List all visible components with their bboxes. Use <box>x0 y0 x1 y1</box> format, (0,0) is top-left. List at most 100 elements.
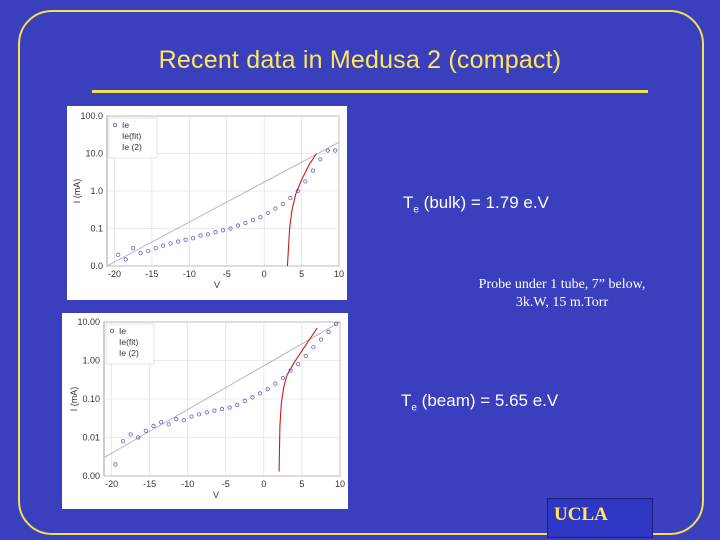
data-point-ie <box>250 395 255 400</box>
legend-marker <box>113 122 118 127</box>
te-bulk-text: (bulk) = 1.79 e.V <box>418 193 549 212</box>
te-beam-subscript: e <box>411 402 417 414</box>
te-beam-symbol: T <box>401 391 412 410</box>
y-axis-label: I (mA) <box>69 387 79 412</box>
x-tick-label: 5 <box>299 479 304 489</box>
data-point-ie <box>153 246 158 251</box>
data-point-ie <box>265 387 270 392</box>
data-point-ie <box>174 417 179 422</box>
legend-box <box>105 323 155 365</box>
y-tick-label: 1.00 <box>82 356 100 366</box>
probe-line-2: 3k.W, 15 m.Torr <box>515 295 609 310</box>
y-tick-label: 10.0 <box>85 149 103 159</box>
data-point-ie <box>181 418 187 423</box>
data-point-ie <box>228 226 233 231</box>
data-point-ie <box>243 220 248 226</box>
data-point-ie <box>288 195 293 201</box>
data-point-ie <box>325 148 330 153</box>
y-tick-label: 100.0 <box>80 111 103 121</box>
data-point-ie <box>334 321 339 326</box>
x-tick-label: -10 <box>181 479 194 489</box>
data-point-ie <box>204 410 209 415</box>
y-tick-label: 10.00 <box>77 317 100 327</box>
data-point-ie <box>326 329 331 335</box>
data-point-ie <box>257 391 263 396</box>
x-tick-label: 0 <box>262 269 267 279</box>
y-axis-label: I (mA) <box>72 179 82 204</box>
legend-entry: Ie (2) <box>122 142 142 152</box>
series-ie-fit-line <box>103 321 341 459</box>
x-tick-label: 5 <box>299 269 304 279</box>
data-point-ie <box>273 206 278 211</box>
chart-bulk-iv: -20 -15 -10 -5 0 5 10 100.0 10.0 1.0 0.1 0.0 V I (mA)… <box>67 106 347 300</box>
chart-beam-iv: -20 -15 -10 -5 0 5 10 10.00 1.00 0.10 0.01 0.00 V I (… <box>62 313 348 509</box>
te-bulk-subscript: e <box>413 204 419 216</box>
x-axis-label: V <box>214 280 220 290</box>
data-point-ie <box>146 248 151 254</box>
x-tick-label: -5 <box>222 479 230 489</box>
legend-entry: Ie(fit) <box>122 131 142 141</box>
data-point-ie <box>273 381 278 386</box>
x-tick-label: 0 <box>261 479 266 489</box>
data-point-ie <box>235 402 240 408</box>
probe-conditions: Probe under 1 tube, 7” below, 3k.W, 15 m… <box>455 276 669 312</box>
ucla-logo: UCLA <box>547 498 653 538</box>
legend-entry: Ie (2) <box>119 348 139 358</box>
data-point-ie <box>120 439 126 444</box>
x-tick-label: -20 <box>105 479 118 489</box>
y-tick-label: 0.0 <box>90 261 103 271</box>
data-point-ie <box>288 368 293 373</box>
y-tick-label: 0.00 <box>82 471 100 481</box>
data-point-ie <box>205 232 211 237</box>
data-point-ie <box>138 251 143 256</box>
series-ie-fit-line <box>106 141 340 267</box>
y-tick-label: 0.10 <box>82 394 100 404</box>
data-point-ie <box>303 354 308 359</box>
data-point-ie <box>136 435 141 440</box>
te-beam-annotation: Te (beam) = 5.65 e.V <box>401 391 558 413</box>
data-point-ie <box>242 398 247 403</box>
te-bulk-annotation: Te (bulk) = 1.79 e.V <box>403 193 549 215</box>
data-point-ie <box>113 462 118 467</box>
x-axis-label: V <box>213 490 219 500</box>
data-point-ie <box>197 412 202 417</box>
legend-box <box>108 117 158 159</box>
x-tick-label: -15 <box>143 479 156 489</box>
x-tick-label: 10 <box>335 479 345 489</box>
te-beam-text: (beam) = 5.65 e.V <box>416 391 559 410</box>
y-tick-label: 0.01 <box>82 433 100 443</box>
data-point-ie <box>143 428 148 433</box>
series-ie2-line <box>286 153 317 267</box>
data-point-ie <box>318 337 324 342</box>
data-point-ie <box>250 217 256 222</box>
te-bulk-symbol: T <box>403 193 414 212</box>
data-point-ie <box>265 210 271 216</box>
series-ie2-line <box>278 327 318 472</box>
data-point-ie <box>212 408 217 413</box>
legend-entry: Ie <box>122 120 129 130</box>
chart-beam-svg: -20 -15 -10 -5 0 5 10 10.00 1.00 0.10 0.01 0.00 V I (… <box>69 317 345 500</box>
data-point-ie <box>280 201 285 207</box>
data-point-ie <box>123 257 128 262</box>
data-point-ie <box>303 179 308 184</box>
data-point-ie <box>183 237 188 242</box>
data-point-ie <box>235 223 241 228</box>
data-point-ie <box>258 215 263 220</box>
data-point-ie <box>166 422 171 427</box>
data-point-ie <box>227 405 232 410</box>
x-tick-label: -20 <box>108 269 121 279</box>
probe-line-1: Probe under 1 tube, 7” below, <box>478 277 646 292</box>
data-point-ie <box>175 239 181 244</box>
y-tick-label: 0.1 <box>90 224 103 234</box>
data-point-ie <box>189 414 194 419</box>
data-point-ie <box>295 188 300 194</box>
data-point-ie <box>311 345 316 350</box>
slide-title: Recent data in Medusa 2 (compact) <box>158 46 562 74</box>
x-tick-label: -15 <box>145 269 158 279</box>
x-tick-label: -10 <box>183 269 196 279</box>
data-point-ie <box>190 236 196 241</box>
data-point-ie <box>198 233 203 238</box>
data-point-ie <box>131 246 136 251</box>
legend-entry: Ie <box>119 326 126 336</box>
data-point-ie <box>280 375 286 381</box>
